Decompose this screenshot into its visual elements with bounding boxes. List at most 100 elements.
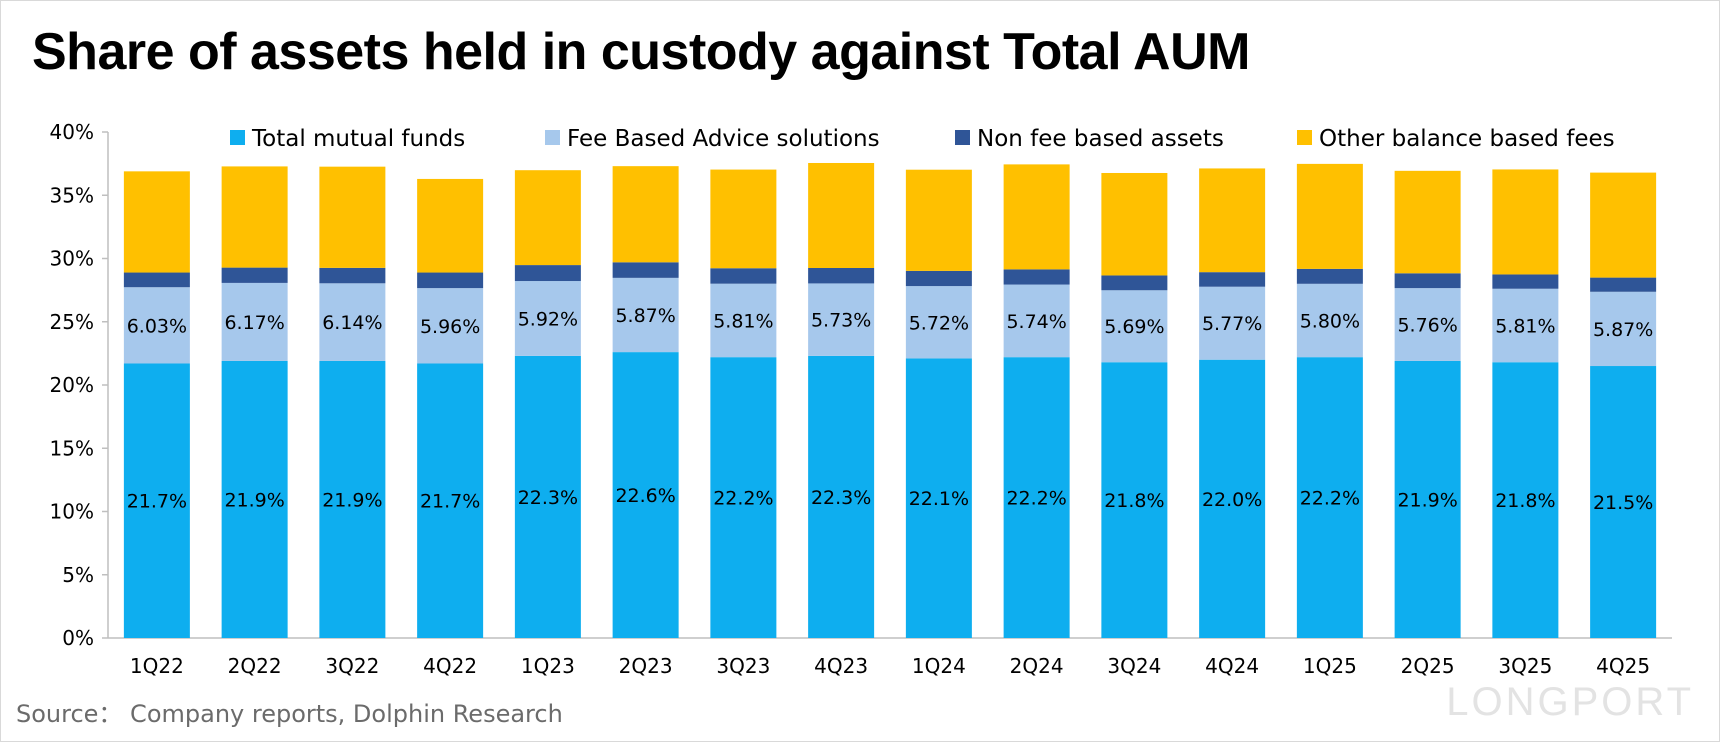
- bar-segment: [612, 277, 679, 353]
- x-tick-label: 2Q22: [228, 654, 282, 678]
- x-tick-label: 1Q24: [912, 654, 966, 678]
- x-tick-label: 3Q25: [1498, 654, 1552, 678]
- x-tick-label: 2Q25: [1401, 654, 1455, 678]
- bar-segment: [1590, 172, 1657, 278]
- x-tick-label: 1Q22: [130, 654, 184, 678]
- bar-segment: [905, 286, 972, 359]
- bar-segment: [221, 282, 288, 361]
- x-tick-label: 2Q23: [619, 654, 673, 678]
- x-tick-label: 4Q25: [1596, 654, 1650, 678]
- data-label: 5.81%: [713, 310, 773, 332]
- bar-segment: [417, 288, 484, 364]
- bar-segment: [808, 162, 875, 268]
- bar-segment: [1590, 277, 1657, 292]
- data-label: 22.3%: [518, 487, 578, 509]
- bar-segment: [319, 360, 386, 638]
- x-tick-label: 1Q25: [1303, 654, 1357, 678]
- bar-segment: [514, 265, 581, 282]
- data-label: 22.6%: [615, 485, 675, 507]
- y-tick-label: 35%: [50, 183, 94, 207]
- bar-segment: [808, 355, 875, 638]
- y-tick-label: 40%: [50, 120, 94, 144]
- data-label: 5.69%: [1104, 316, 1164, 338]
- data-label: 21.7%: [420, 491, 480, 513]
- legend-swatch: [230, 130, 245, 145]
- bar-segment: [1199, 286, 1266, 360]
- bar-segment: [417, 363, 484, 638]
- data-label: 22.2%: [1300, 488, 1360, 510]
- bar-segment: [123, 363, 190, 638]
- bar-segment: [1492, 362, 1559, 638]
- bar-segment: [710, 268, 777, 284]
- data-label: 22.0%: [1202, 489, 1262, 511]
- chart-title: Share of assets held in custody against …: [32, 23, 1250, 81]
- data-label: 5.73%: [811, 310, 871, 332]
- bar-segment: [710, 169, 777, 269]
- y-tick-label: 15%: [50, 436, 94, 460]
- bar-segment: [1199, 272, 1266, 287]
- bar-segment: [1590, 291, 1657, 367]
- bar-segment: [1394, 288, 1461, 361]
- data-label: 5.77%: [1202, 313, 1262, 335]
- bar-segment: [1492, 288, 1559, 363]
- data-label: 21.9%: [224, 489, 284, 511]
- bar-segment: [319, 283, 386, 361]
- y-tick-label: 5%: [62, 563, 94, 587]
- bar-segment: [417, 178, 484, 273]
- bar-segment: [1101, 172, 1168, 276]
- bar-segment: [123, 287, 190, 364]
- data-label: 22.3%: [811, 487, 871, 509]
- bar-segment: [221, 166, 288, 268]
- data-label: 5.92%: [518, 308, 578, 330]
- bar-segment: [1590, 366, 1657, 638]
- data-label: 21.9%: [1397, 489, 1457, 511]
- source-note: Source： Company reports, Dolphin Researc…: [16, 700, 563, 728]
- data-label: 5.74%: [1006, 311, 1066, 333]
- bar-segment: [905, 270, 972, 287]
- x-tick-label: 4Q24: [1205, 654, 1259, 678]
- x-tick-label: 4Q22: [423, 654, 477, 678]
- x-tick-label: 3Q22: [325, 654, 379, 678]
- bar-segment: [612, 352, 679, 638]
- data-label: 22.2%: [1006, 488, 1066, 510]
- bar-segment: [808, 267, 875, 284]
- bar-segment: [612, 166, 679, 263]
- data-label: 22.2%: [713, 488, 773, 510]
- bar-segment: [905, 358, 972, 638]
- bar-segment: [1101, 290, 1168, 363]
- data-label: 5.80%: [1300, 310, 1360, 332]
- y-tick-label: 20%: [50, 373, 94, 397]
- x-tick-label: 4Q23: [814, 654, 868, 678]
- bar-segment: [1003, 164, 1070, 270]
- bar-segment: [1296, 283, 1363, 358]
- data-label: 21.7%: [127, 491, 187, 513]
- bar-segment: [808, 283, 875, 356]
- bar-segment: [1003, 357, 1070, 638]
- data-label: 21.8%: [1104, 490, 1164, 512]
- bar-segment: [514, 170, 581, 266]
- bar-segment: [514, 281, 581, 356]
- y-tick-label: 30%: [50, 247, 94, 271]
- bar-segment: [417, 272, 484, 289]
- bar-segment: [1003, 284, 1070, 358]
- bar-segment: [1101, 275, 1168, 291]
- bar-segment: [1492, 169, 1559, 275]
- bar-segment: [1199, 168, 1266, 273]
- legend-label: Non fee based assets: [977, 126, 1224, 152]
- legend-swatch: [545, 130, 560, 145]
- data-label: 5.87%: [615, 305, 675, 327]
- bar-segment: [905, 169, 972, 271]
- y-tick-label: 25%: [50, 310, 94, 334]
- bar-segment: [514, 355, 581, 638]
- longport-watermark: LONGPORT: [1446, 680, 1694, 724]
- x-tick-label: 3Q24: [1107, 654, 1161, 678]
- bar-segment: [1199, 359, 1266, 638]
- data-label: 5.81%: [1495, 315, 1555, 337]
- bar-segment: [1101, 362, 1168, 638]
- bar-segment: [1296, 163, 1363, 269]
- x-tick-label: 3Q23: [716, 654, 770, 678]
- bar-segment: [1003, 269, 1070, 285]
- data-label: 21.8%: [1495, 490, 1555, 512]
- y-tick-label: 10%: [50, 500, 94, 524]
